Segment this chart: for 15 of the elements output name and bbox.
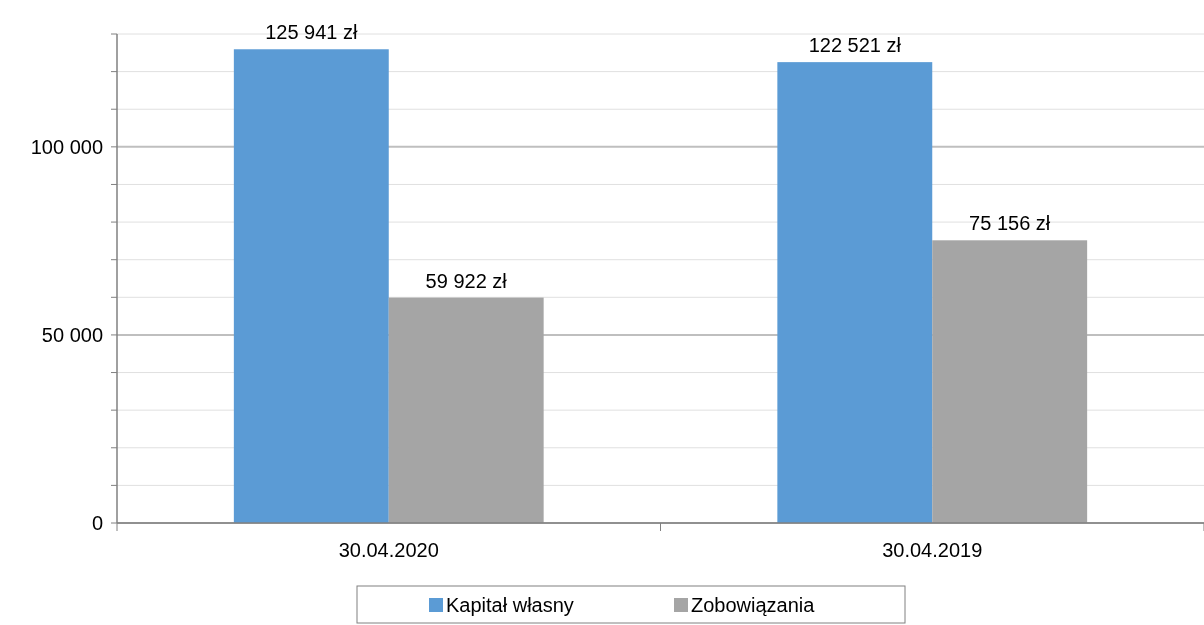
bar <box>388 297 544 523</box>
y-tick-label: 50 000 <box>41 323 103 346</box>
data-label: 122 521 zł <box>808 34 902 57</box>
y-tick-label: 100 000 <box>30 135 103 158</box>
bar <box>932 240 1088 523</box>
y-tick-label: 0 <box>91 512 103 534</box>
legend-label: Kapitał własny <box>446 594 574 616</box>
bar <box>233 49 389 523</box>
bar <box>777 62 933 523</box>
data-label: 75 156 zł <box>969 212 1051 235</box>
data-label: 59 922 zł <box>425 269 508 292</box>
x-tick-label: 30.04.2019 <box>882 539 983 561</box>
data-label: 125 941 zł <box>265 21 358 44</box>
legend-label: Zobowiązania <box>691 594 816 616</box>
x-tick-label: 30.04.2020 <box>338 539 439 561</box>
